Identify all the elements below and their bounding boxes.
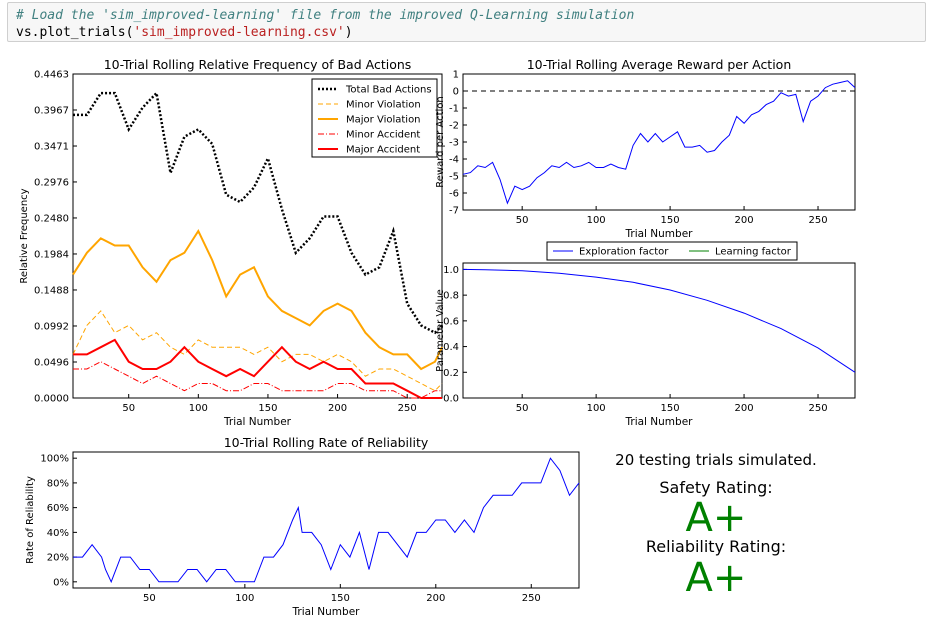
chart-1-ytick-label: -4 (449, 155, 459, 166)
code-cell[interactable]: # Load the 'sim_improved-learning' file … (7, 2, 926, 42)
chart-0-ylabel: Relative Frequency (19, 188, 30, 283)
chart-3-plot-area (72, 451, 580, 589)
chart-1-ytick-label: -3 (449, 138, 459, 149)
chart-0-ytick-label: 0.1488 (34, 285, 69, 296)
chart-3-ytick-label: 80% (47, 478, 69, 489)
code-close-paren: ) (344, 25, 353, 40)
chart-2-plot-area (462, 262, 856, 399)
chart-0-ytick-label: 0.0496 (34, 357, 69, 368)
chart-0-ytick-label: 0.1984 (34, 249, 69, 260)
chart-1-xtick-label: 100 (587, 215, 606, 226)
chart-2-series-0 (462, 268, 856, 373)
chart-0-xlabel: Trial Number (223, 416, 292, 428)
chart-3-xtick-label: 250 (522, 593, 541, 604)
chart-1-xtick-label: 200 (735, 215, 754, 226)
chart-2-ytick-label: 0.2 (443, 368, 459, 379)
chart-1-ylabel: Reward per Action (435, 96, 446, 188)
chart-0-ytick-label: 0.0992 (34, 321, 69, 332)
chart-0-ytick-label: 0.4463 (34, 70, 69, 81)
chart-2-xtick-label: 100 (587, 403, 606, 414)
chart-2-ylabel: Parameter Value (435, 289, 446, 372)
chart-0-xtick-label: 50 (122, 403, 135, 414)
reliability-rating-grade: A+ (685, 555, 747, 601)
chart-2-xlabel: Trial Number (625, 416, 694, 428)
reliability-rating-label: Reliability Rating: (645, 537, 787, 556)
chart-3-ytick-label: 20% (47, 553, 69, 564)
chart-1-xtick-label: 250 (808, 215, 827, 226)
chart-1-ytick-label: 1 (453, 70, 459, 81)
chart-2-ytick-label: 0.4 (443, 342, 459, 353)
chart-3-xtick-label: 200 (426, 593, 445, 604)
chart-0-series-3 (73, 361, 442, 399)
chart-0-ytick-label: 0.3967 (34, 106, 69, 117)
chart-1-ytick-label: -5 (449, 172, 459, 183)
chart-2-legend-label: Learning factor (715, 247, 792, 258)
chart-3-ytick-label: 0% (53, 577, 69, 588)
chart-2-ytick-label: 0.0 (443, 394, 459, 405)
chart-0-ytick-label: 0.2480 (34, 213, 69, 224)
chart-1-ytick-label: -1 (449, 104, 459, 115)
chart-0-legend-label: Major Accident (346, 145, 420, 156)
chart-1-plot-area (462, 73, 856, 211)
chart-2-ytick-label: 0.6 (443, 316, 459, 327)
chart-0-xtick-label: 150 (258, 403, 277, 414)
chart-1-xtick-label: 50 (516, 215, 529, 226)
chart-0-ytick-label: 0.3471 (34, 142, 69, 153)
chart-2-xtick-label: 250 (808, 403, 827, 414)
chart-0-legend-label: Major Violation (346, 115, 421, 126)
chart-1-series-0 (462, 80, 856, 205)
chart-3-xtick-label: 50 (143, 593, 156, 604)
chart-1-ytick-label: -7 (449, 206, 459, 217)
chart-0-ytick-label: 0.0000 (34, 394, 69, 405)
chart-2-xtick-label: 200 (735, 403, 754, 414)
chart-0-series-0 (73, 90, 443, 335)
chart-1-ytick-label: -6 (449, 189, 459, 200)
chart-2-ytick-label: 0.8 (443, 291, 459, 302)
ratings-panel: 20 testing trials simulated. Safety Rati… (600, 451, 832, 600)
chart-0-series-2 (72, 228, 443, 371)
chart-0-legend-label: Minor Violation (346, 100, 421, 111)
chart-3-title: 10-Trial Rolling Rate of Reliability (224, 435, 429, 450)
chart-0-series-1 (72, 310, 443, 392)
chart-0-series-4 (73, 338, 442, 399)
code-function: vs.plot_trials (16, 25, 126, 40)
chart-0-xtick-label: 100 (189, 403, 208, 414)
chart-3-ylabel: Rate of Reliability (25, 476, 36, 564)
chart-0-xtick-label: 250 (398, 403, 417, 414)
chart-1-ytick-label: 0 (453, 87, 459, 98)
chart-1-xtick-label: 150 (661, 215, 680, 226)
chart-0-title: 10-Trial Rolling Relative Frequency of B… (104, 57, 412, 72)
safety-rating-grade: A+ (685, 495, 747, 541)
chart-3-xlabel: Trial Number (292, 606, 361, 618)
chart-0-ytick-label: 0.2976 (34, 177, 69, 188)
chart-0-xtick-label: 200 (328, 403, 347, 414)
chart-3-ytick-label: 40% (47, 528, 69, 539)
trials-simulated-text: 20 testing trials simulated. (615, 451, 817, 469)
code-string-arg: 'sim_improved-learning.csv' (133, 25, 345, 40)
safety-rating-label: Safety Rating: (659, 478, 773, 497)
chart-0-legend-label: Minor Accident (346, 130, 420, 141)
code-open-paren: ( (125, 25, 134, 40)
output-figure: 10-Trial Rolling Relative Frequency of B… (19, 57, 856, 618)
chart-1-xlabel: Trial Number (625, 228, 694, 240)
chart-0-legend-label: Total Bad Actions (345, 85, 432, 96)
chart-2-legend-label: Exploration factor (579, 247, 669, 258)
chart-2-legend (546, 241, 798, 261)
chart-2-xtick-label: 150 (661, 403, 680, 414)
chart-3-ytick-label: 60% (47, 503, 69, 514)
chart-1-ytick-label: -2 (449, 121, 459, 132)
chart-2-xtick-label: 50 (516, 403, 529, 414)
chart-1-title: 10-Trial Rolling Average Reward per Acti… (527, 57, 792, 72)
chart-2-ytick-label: 1.0 (443, 265, 459, 276)
code-comment: # Load the 'sim_improved-learning' file … (16, 8, 635, 23)
chart-3-series-0 (73, 457, 580, 584)
chart-3-ytick-label: 100% (40, 454, 69, 465)
chart-3-xtick-label: 100 (235, 593, 254, 604)
chart-3-xtick-label: 150 (331, 593, 350, 604)
